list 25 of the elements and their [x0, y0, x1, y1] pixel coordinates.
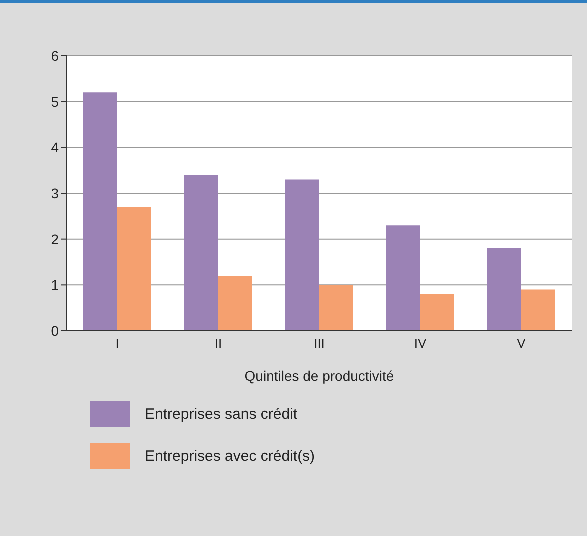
x-tick-label: III	[314, 336, 325, 352]
bar	[285, 180, 320, 331]
bar	[117, 207, 152, 331]
bar	[420, 294, 454, 331]
y-tick-label: 4	[51, 140, 60, 156]
legend-label: Entreprises avec crédit(s)	[145, 448, 316, 464]
bar	[184, 175, 218, 331]
bar	[487, 248, 522, 331]
y-tick-label: 5	[51, 94, 60, 110]
legend-label: Entreprises sans crédit	[145, 406, 298, 422]
x-axis-title: Quintiles de productivité	[244, 368, 394, 384]
bar	[521, 290, 556, 331]
x-tick-label: IV	[414, 336, 427, 352]
y-tick-label: 3	[51, 185, 60, 202]
x-tick-label: V	[517, 336, 526, 352]
bar	[386, 226, 420, 331]
bar	[319, 285, 354, 331]
x-tick-label: II	[214, 336, 222, 352]
bar	[83, 92, 118, 331]
bar	[218, 276, 252, 331]
y-tick-label: 6	[51, 48, 60, 64]
y-tick-label: 2	[51, 231, 60, 248]
y-tick-label: 0	[51, 322, 60, 339]
x-tick-label: I	[116, 336, 120, 352]
y-tick-label: 1	[51, 277, 60, 294]
